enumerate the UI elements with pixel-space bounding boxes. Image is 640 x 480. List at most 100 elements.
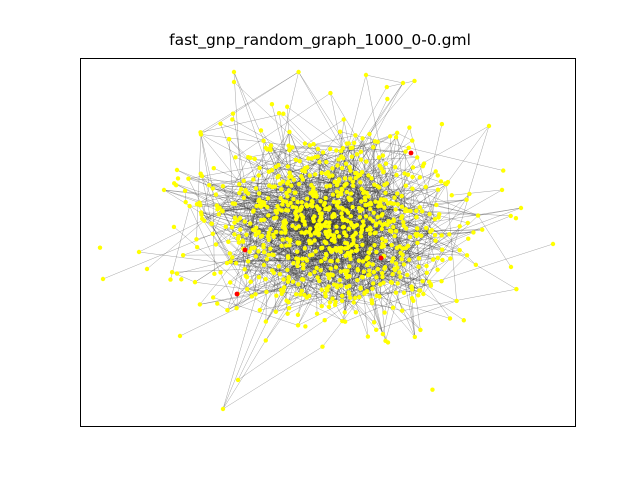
graph-node [323,251,329,257]
graph-edge [281,289,346,322]
graph-node [326,275,332,281]
graph-edge [172,269,245,273]
graph-node [314,204,320,209]
graph-edge [379,187,435,220]
graph-node [284,243,289,248]
graph-node [382,205,387,210]
graph-node [378,282,383,287]
graph-node [315,222,320,228]
graph-node [234,305,239,311]
graph-node [438,179,444,184]
graph-node [370,281,376,286]
graph-edge [401,215,511,260]
graph-node [364,159,369,164]
graph-node [351,140,357,146]
graph-node [405,243,411,249]
graph-node [374,275,379,280]
graph-node [419,209,425,214]
graph-edge [372,303,403,311]
graph-node [295,323,301,328]
graph-edge [230,257,289,262]
graph-edge [163,189,262,221]
graph-node [278,195,283,201]
graph-node [350,179,356,184]
graph-node [171,224,177,230]
graph-node [257,307,263,313]
graph-node [100,276,106,282]
graph-node [318,199,323,204]
graph-node [211,166,216,171]
graph-node [393,228,399,234]
graph-edge [189,205,302,208]
graph-node [232,215,238,220]
graph-node [227,251,233,256]
graph-node [365,334,371,339]
graph-node [249,294,254,299]
graph-node [225,308,230,313]
graph-node [313,172,318,177]
graph-node [297,158,302,164]
graph-node [360,275,365,280]
graph-node [286,276,291,281]
graph-edge [138,251,311,275]
graph-node [187,203,192,209]
graph-edge [342,158,384,256]
graph-node [210,231,216,237]
graph-node [325,234,330,240]
graph-node [175,176,181,181]
graph-edge [233,71,242,190]
graph-node [399,204,405,209]
graph-edge [373,132,398,148]
graph-node [216,212,222,217]
graph-node [263,145,268,151]
graph-node [501,168,506,173]
graph-node [215,207,220,212]
graph-node [293,226,299,231]
graph-node [391,224,396,230]
graph-edge [199,284,299,305]
graph-node [429,227,435,233]
graph-edge [287,285,342,314]
graph-node [424,270,429,275]
nodes-layer [97,69,556,412]
graph-node [240,238,245,243]
graph-node [344,275,350,280]
graph-edge [297,261,393,275]
graph-node [280,237,285,242]
graph-edge [417,234,460,251]
graph-node [295,199,300,205]
graph-node [296,181,302,187]
graph-node [253,225,259,230]
graph-node [467,191,472,197]
graph-node [431,257,436,262]
graph-node [248,221,253,226]
graph-node [206,182,212,188]
graph-edge [272,186,312,236]
graph-edge [421,124,443,212]
graph-node [256,275,262,280]
graph-node [228,259,233,264]
graph-node [258,204,264,209]
graph-node [361,269,367,274]
graph-node [237,190,242,196]
graph-node [418,327,423,333]
graph-edge [397,132,413,141]
graph-node [416,264,421,269]
graph-node [252,245,257,250]
graph-node [306,238,312,244]
graph-node [398,274,403,280]
graph-node [388,200,393,205]
graph-node [349,154,355,159]
graph-node [232,220,237,225]
graph-node [194,237,199,242]
graph-node [242,219,248,224]
graph-edge [401,250,460,260]
graph-node [296,282,301,287]
graph-edge [265,308,290,341]
graph-node [480,227,485,232]
graph-node [368,202,374,207]
graph-node [263,338,268,343]
graph-node [401,220,406,225]
graph-node [276,173,281,179]
graph-node [144,266,150,272]
